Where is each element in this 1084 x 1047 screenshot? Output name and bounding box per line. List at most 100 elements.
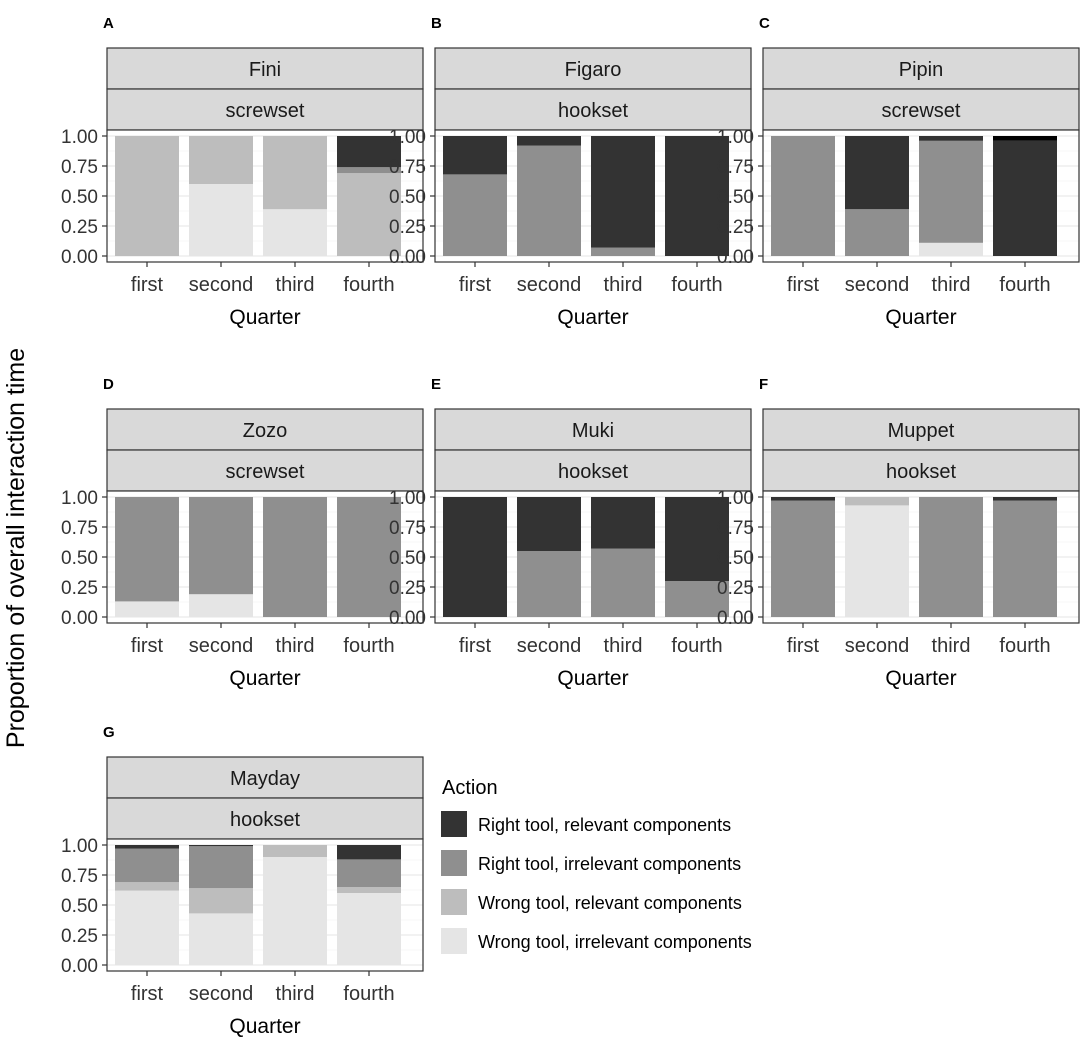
panel-fini: A Fini screwset first second third fourth 0.00 0…: [61, 15, 424, 329]
bar-segment: [189, 845, 253, 847]
strip-name-box: [434, 47, 752, 90]
bar-segment: [845, 497, 909, 506]
x-tick-label: first: [459, 635, 492, 657]
panel-letter: D: [103, 376, 114, 393]
x-tick-label: fourth: [671, 635, 722, 657]
bar-segment: [263, 136, 327, 210]
strip-set-name: screwset: [226, 100, 305, 122]
y-tick-label: 0.00: [61, 247, 98, 268]
bar-segment: [337, 845, 401, 860]
bar-segment: [517, 145, 581, 256]
panels: A Fini screwset first second third fourth 0.00 0…: [61, 15, 1080, 1038]
bar-segment: [665, 581, 729, 617]
bar-segment: [115, 601, 179, 617]
bar-segment: [263, 497, 327, 617]
y-tick-label: 1.00: [61, 488, 98, 509]
bar-segment: [919, 140, 983, 243]
y-tick-label: 1.00: [61, 836, 98, 857]
strip-set-box: [106, 88, 424, 131]
bar-segment: [115, 890, 179, 965]
bar-segment: [919, 497, 983, 617]
bar-segment: [845, 209, 909, 256]
x-tick-label: second: [845, 635, 910, 657]
panel-letter: B: [431, 15, 442, 32]
bar-segment: [771, 500, 835, 617]
x-tick-label: third: [932, 274, 971, 296]
bar-segment: [115, 845, 179, 849]
bar-segment: [993, 500, 1057, 617]
panel-letter: F: [759, 376, 768, 393]
strip-set-name: screwset: [226, 461, 305, 483]
bar-segment: [771, 136, 835, 256]
x-tick-label: fourth: [343, 274, 394, 296]
bar-segment: [919, 136, 983, 141]
bar-segment: [443, 136, 507, 175]
x-tick-label: first: [787, 635, 820, 657]
panel-letter: G: [103, 724, 115, 741]
y-tick-label: 0.50: [61, 548, 98, 569]
y-tick-label: 0.00: [61, 608, 98, 629]
bar-segment: [189, 594, 253, 617]
bar-segment: [771, 497, 835, 501]
bar-segment: [263, 857, 327, 965]
y-tick-label: 0.00: [717, 247, 754, 268]
bar-segment: [337, 136, 401, 168]
bar-segment: [591, 497, 655, 549]
x-tick-label: fourth: [999, 635, 1050, 657]
bar-segment: [189, 136, 253, 184]
panel-mayday: G Mayday hookset first second third fourth 0.00…: [61, 724, 424, 1038]
strip-set-name: hookset: [230, 809, 300, 831]
bar-segment: [337, 167, 401, 174]
x-tick-label: third: [276, 274, 315, 296]
y-tick-label: 0.50: [61, 187, 98, 208]
x-tick-label: first: [131, 983, 164, 1005]
bar-segment: [665, 136, 729, 256]
strip-name-box: [762, 408, 1080, 451]
bar-segment: [115, 882, 179, 891]
y-tick-label: 1.00: [717, 488, 754, 509]
strip-subject-name: Zozo: [243, 420, 287, 442]
y-tick-label: 0.25: [61, 217, 98, 238]
x-axis-title: Quarter: [229, 306, 300, 329]
strip-name-box: [106, 47, 424, 90]
bar-segment: [115, 136, 179, 256]
bar-segment: [665, 497, 729, 581]
bar-segment: [993, 140, 1057, 256]
x-tick-label: fourth: [671, 274, 722, 296]
panel-letter: C: [759, 15, 770, 32]
y-tick-label: 1.00: [61, 127, 98, 148]
x-tick-label: first: [131, 635, 164, 657]
strip-name-box: [106, 408, 424, 451]
x-axis-title: Quarter: [885, 306, 956, 329]
bar-segment: [263, 209, 327, 256]
x-tick-label: fourth: [343, 635, 394, 657]
y-tick-label: 0.50: [717, 548, 754, 569]
legend: Action Right tool, relevant components Ri…: [441, 777, 752, 954]
bar-segment: [443, 174, 507, 256]
bar-segment: [189, 913, 253, 965]
panel-zozo: D Zozo screwset first second third fourth 0.00 0…: [61, 376, 424, 690]
y-tick-label: 0.25: [61, 578, 98, 599]
strip-set-name: hookset: [886, 461, 956, 483]
x-tick-label: third: [604, 274, 643, 296]
legend-label: Wrong tool, relevant components: [478, 893, 742, 913]
bar-segment: [443, 497, 507, 617]
x-tick-label: third: [276, 635, 315, 657]
panel-letter: A: [103, 15, 114, 32]
bar-segment: [517, 497, 581, 551]
y-tick-label: 0.00: [717, 608, 754, 629]
x-axis-title: Quarter: [557, 306, 628, 329]
legend-label: Right tool, irrelevant components: [478, 854, 741, 874]
y-tick-label: 0.00: [389, 247, 426, 268]
strip-subject-name: Pipin: [899, 59, 943, 81]
strip-name-box: [434, 408, 752, 451]
y-tick-label: 1.00: [389, 488, 426, 509]
y-tick-label: 0.75: [61, 518, 98, 539]
bar-segment: [337, 173, 401, 256]
bar-segment: [189, 846, 253, 889]
y-tick-label: 1.00: [389, 127, 426, 148]
x-tick-label: second: [189, 983, 254, 1005]
x-axis-title: Quarter: [885, 667, 956, 690]
legend-label: Wrong tool, irrelevant components: [478, 932, 752, 952]
strip-name-box: [106, 756, 424, 799]
